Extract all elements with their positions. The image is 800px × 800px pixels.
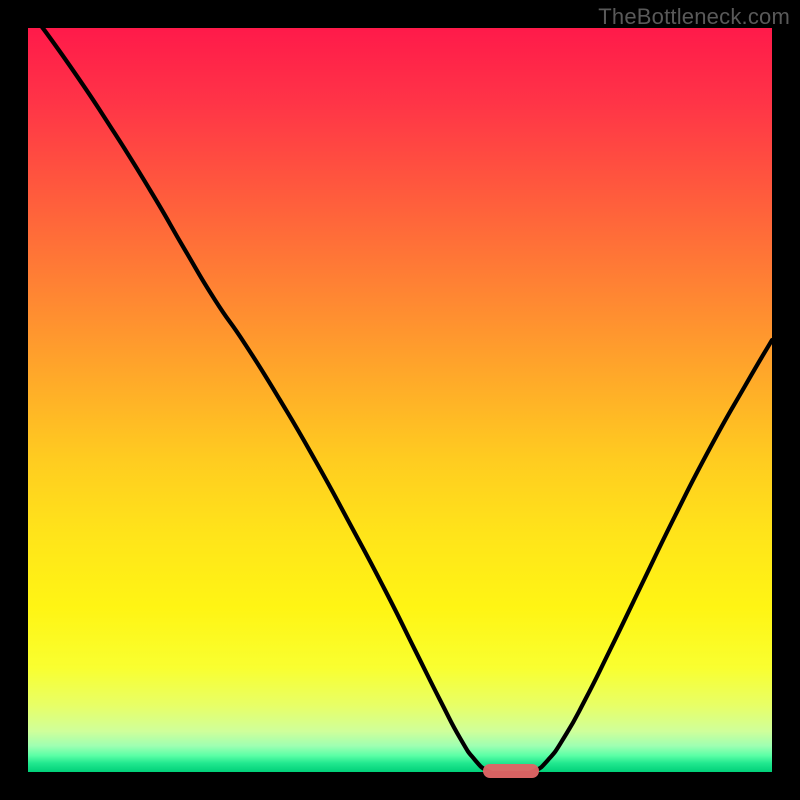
optimum-marker xyxy=(483,764,539,778)
attribution-label: TheBottleneck.com xyxy=(598,4,790,30)
chart-frame: TheBottleneck.com xyxy=(0,0,800,800)
gradient-area xyxy=(28,28,772,772)
bottleneck-chart xyxy=(0,0,800,800)
